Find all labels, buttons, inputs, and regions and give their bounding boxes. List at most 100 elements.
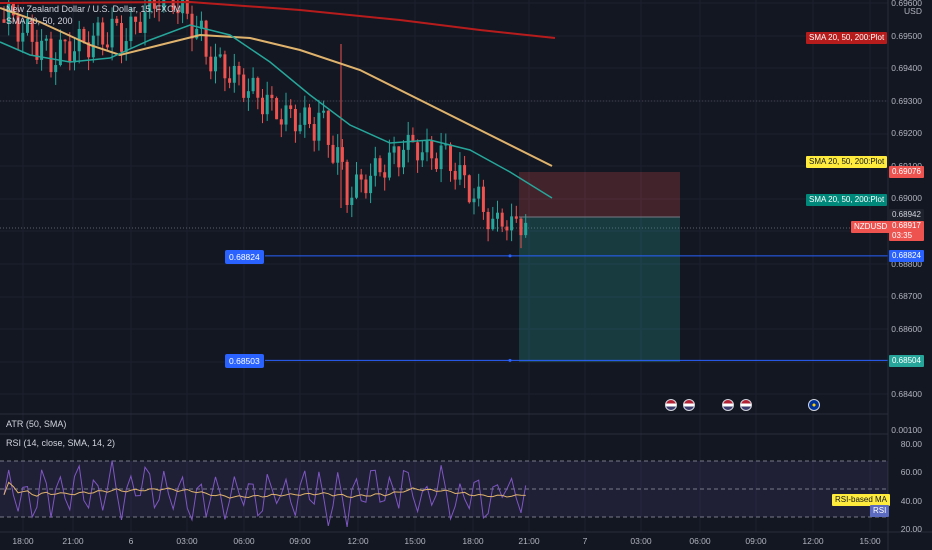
order-anchor xyxy=(508,358,512,362)
us-flag-icon[interactable] xyxy=(722,399,734,411)
price-axis-label: 0.69400 xyxy=(891,63,922,74)
candle-body xyxy=(387,152,391,178)
candle-body xyxy=(209,56,213,72)
candle-body xyxy=(458,165,462,180)
take-profit-zone xyxy=(519,217,680,362)
candle-body xyxy=(16,15,20,42)
candle-body xyxy=(496,212,499,219)
price-axis-label: 0.69300 xyxy=(891,95,922,106)
price-axis-label: 0.69500 xyxy=(891,30,922,41)
candle-body xyxy=(35,41,39,60)
symbol-title: New Zealand Dollar / U.S. Dollar, 15, FX… xyxy=(6,4,182,14)
symbol-tag: NZDUSD xyxy=(851,221,891,233)
price-axis-label: 0.69100 xyxy=(891,161,922,171)
candle-body xyxy=(204,20,208,57)
candle-body xyxy=(58,39,62,66)
candle-body xyxy=(345,161,349,205)
candle-body xyxy=(472,198,476,203)
time-axis-label: 06:00 xyxy=(233,536,255,546)
candle-body xyxy=(115,18,119,24)
time-axis-label: 03:00 xyxy=(630,536,652,546)
candle-body xyxy=(101,22,105,45)
candle-body xyxy=(218,54,222,57)
candle-body xyxy=(308,107,311,125)
us-flag-icon[interactable] xyxy=(683,399,695,411)
candle-body xyxy=(293,108,297,132)
candle-body xyxy=(326,110,330,145)
sma50-tag: SMA 20, 50, 200:Plot xyxy=(806,156,888,168)
candle-body xyxy=(317,112,321,141)
candle-body xyxy=(336,147,340,163)
candle-body xyxy=(265,94,269,115)
time-axis-label: 21:00 xyxy=(62,536,84,546)
candle-body xyxy=(434,158,438,170)
candle-body xyxy=(143,12,147,33)
candle-body xyxy=(463,165,467,176)
candle-body xyxy=(195,28,199,39)
order-line-button[interactable]: 0.68824 xyxy=(225,250,264,264)
candle-body xyxy=(21,32,25,42)
us-flag-icon[interactable] xyxy=(740,399,752,411)
candle-body xyxy=(96,22,100,36)
candle-body xyxy=(228,78,232,83)
sma20-price-tag: 0.68942 xyxy=(889,209,924,221)
stop-price-tag: 0.69076 xyxy=(889,166,924,178)
rsi-axis-label: 60.00 xyxy=(900,467,922,477)
rsi-legend[interactable]: RSI (14, close, SMA, 14, 2) xyxy=(6,438,116,448)
candle-body xyxy=(510,216,514,231)
candle-body xyxy=(481,186,485,212)
candle-body xyxy=(232,65,236,83)
candle-body xyxy=(256,77,260,98)
candle-body xyxy=(524,222,528,236)
last-price-tag: 0.68917 03:35 xyxy=(889,221,924,241)
time-axis-label: 18:00 xyxy=(462,536,484,546)
stop-loss-zone xyxy=(519,172,680,217)
price-axis-label: 0.68600 xyxy=(891,323,922,334)
atr-legend[interactable]: ATR (50, SMA) xyxy=(6,419,67,429)
candle-body xyxy=(246,91,250,98)
candle-body xyxy=(138,21,142,33)
order-line-button[interactable]: 0.68503 xyxy=(225,354,264,368)
candle-body xyxy=(120,23,123,52)
price-axis-label: 0.68700 xyxy=(891,291,922,302)
candle-body xyxy=(467,175,471,203)
candle-body xyxy=(223,54,227,79)
sma-legend[interactable]: SMA 20, 50, 200 xyxy=(6,16,73,26)
candle-body xyxy=(453,170,457,180)
candle-body xyxy=(322,110,326,113)
candle-body xyxy=(284,105,288,125)
candle-body xyxy=(68,41,72,63)
us-flag-icon[interactable] xyxy=(665,399,677,411)
candle-body xyxy=(171,0,175,10)
time-axis-label: 15:00 xyxy=(404,536,426,546)
candle-body xyxy=(270,94,274,99)
candle-body xyxy=(49,38,53,73)
bar-countdown: 03:35 xyxy=(892,231,913,240)
candle-body xyxy=(312,124,316,141)
candle-body xyxy=(298,124,302,132)
rsi-ma-line xyxy=(3,481,526,499)
candle-body xyxy=(373,158,377,176)
eu-flag-icon[interactable] xyxy=(808,399,820,411)
candle-body xyxy=(303,107,307,125)
order-anchor xyxy=(508,254,512,258)
time-axis-label: 18:00 xyxy=(12,536,34,546)
candle-body xyxy=(2,19,6,23)
candle-body xyxy=(124,41,128,52)
time-axis-label: 06:00 xyxy=(689,536,711,546)
candle-body xyxy=(214,56,217,72)
candle-body xyxy=(416,142,420,161)
atr-axis-label: 0.00100 xyxy=(891,425,922,435)
sma20-line xyxy=(0,24,553,199)
candle-body xyxy=(185,0,189,14)
candle-body xyxy=(7,3,11,23)
time-axis-label: 7 xyxy=(582,536,588,546)
candle-body xyxy=(176,9,180,14)
candle-body xyxy=(411,134,415,143)
candle-body xyxy=(73,51,76,63)
candle-body xyxy=(261,97,264,115)
candle-body xyxy=(82,28,86,43)
order1-axis-tag: 0.68824 xyxy=(889,250,924,262)
candle-body xyxy=(439,145,443,170)
